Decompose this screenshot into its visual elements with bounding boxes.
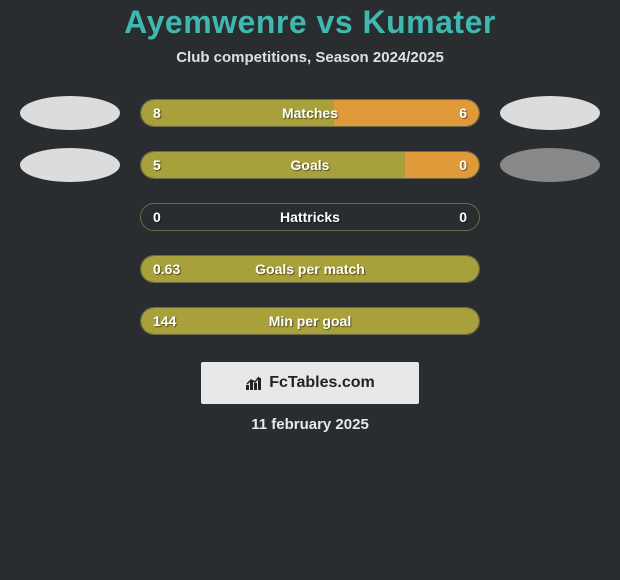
- stat-bar: 5Goals0: [140, 151, 480, 179]
- stat-label: Min per goal: [203, 313, 417, 329]
- stat-left-value: 144: [153, 313, 203, 329]
- stat-row: 144Min per goal: [20, 304, 600, 338]
- date-label: 11 february 2025: [251, 416, 369, 433]
- stat-left-value: 0: [153, 209, 203, 225]
- stat-row: 5Goals0: [20, 148, 600, 182]
- stat-bar: 0Hattricks0: [140, 203, 480, 231]
- stat-left-value: 5: [153, 157, 203, 173]
- stats-list: 8Matches65Goals00Hattricks00.63Goals per…: [20, 96, 600, 356]
- subtitle: Club competitions, Season 2024/2025: [176, 49, 444, 66]
- chart-icon: [245, 375, 265, 391]
- stat-row: 0.63Goals per match: [20, 252, 600, 286]
- player2-form-ellipse: [500, 96, 600, 130]
- stat-bar: 8Matches6: [140, 99, 480, 127]
- stat-right-value: 0: [417, 209, 467, 225]
- player2-form-ellipse: [500, 148, 600, 182]
- stat-row: 0Hattricks0: [20, 200, 600, 234]
- stat-row: 8Matches6: [20, 96, 600, 130]
- stat-bar: 0.63Goals per match: [140, 255, 480, 283]
- player1-form-ellipse: [20, 96, 120, 130]
- attribution-text: FcTables.com: [269, 374, 375, 392]
- player1-name: Ayemwenre: [124, 4, 307, 40]
- stat-label: Goals per match: [203, 261, 417, 277]
- comparison-card: Ayemwenre vs Kumater Club competitions, …: [0, 0, 620, 433]
- stat-left-value: 0.63: [153, 261, 203, 277]
- stat-left-value: 8: [153, 105, 203, 121]
- stat-right-value: 6: [417, 105, 467, 121]
- stat-label: Hattricks: [203, 209, 417, 225]
- stat-bar: 144Min per goal: [140, 307, 480, 335]
- player1-form-ellipse: [20, 148, 120, 182]
- stat-label: Matches: [203, 105, 417, 121]
- attribution-badge[interactable]: FcTables.com: [201, 362, 419, 404]
- page-title: Ayemwenre vs Kumater: [124, 4, 496, 41]
- vs-label: vs: [317, 4, 354, 40]
- stat-right-value: 0: [417, 157, 467, 173]
- stat-label: Goals: [203, 157, 417, 173]
- player2-name: Kumater: [363, 4, 496, 40]
